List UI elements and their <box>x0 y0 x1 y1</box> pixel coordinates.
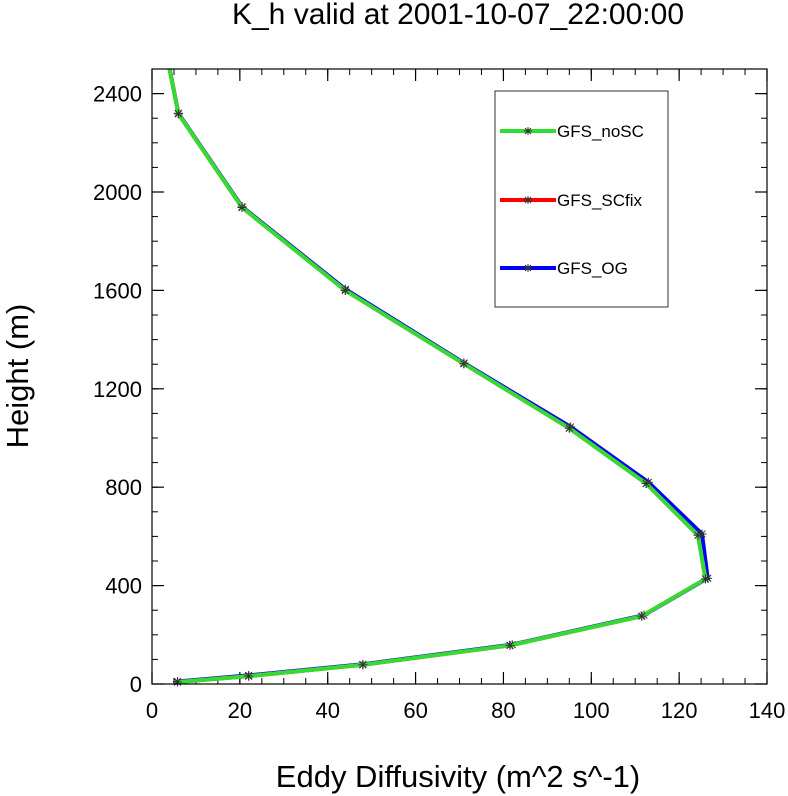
plot-frame <box>151 68 768 685</box>
x-tick-labels: 0 20 40 60 80 100 120 140 <box>146 698 785 723</box>
x-tick-label: 0 <box>146 698 158 723</box>
y-tick-label: 2000 <box>93 180 142 205</box>
data-point <box>172 677 182 687</box>
major-ticks <box>151 69 768 685</box>
legend-label-gfs-nosc: GFS_noSC <box>557 122 644 141</box>
y-tick-label: 800 <box>105 475 142 500</box>
legend-marker-gfs-nosc <box>524 127 532 135</box>
data-point <box>643 477 653 487</box>
data-point <box>459 359 469 369</box>
data-point <box>701 574 710 584</box>
x-tick-label: 60 <box>403 698 427 723</box>
y-tick-label: 0 <box>130 672 142 697</box>
legend-marker-gfs-scfix <box>524 196 532 204</box>
data-point <box>505 640 515 650</box>
x-tick-label: 20 <box>228 698 252 723</box>
data-point <box>358 660 368 670</box>
data-point <box>693 530 703 540</box>
series-line-gfs-nosc <box>167 68 708 684</box>
data-point <box>173 109 183 119</box>
y-axis-title: Height (m) <box>0 304 35 449</box>
data-point <box>641 479 651 489</box>
data-point <box>237 202 247 212</box>
legend-marker-gfs-og <box>524 264 532 272</box>
y-tick-label: 2400 <box>93 82 142 107</box>
data-point <box>703 573 713 583</box>
legend-label-gfs-og: GFS_OG <box>557 259 628 278</box>
data-point <box>697 529 707 539</box>
x-axis-title: Eddy Diffusivity (m^2 s^-1) <box>276 759 640 794</box>
x-tick-label: 80 <box>491 698 515 723</box>
x-tick-label: 140 <box>749 698 786 723</box>
x-tick-label: 120 <box>661 698 698 723</box>
legend-label-gfs-scfix: GFS_SCfix <box>557 191 643 210</box>
legend: GFS_noSC GFS_SCfix GFS_OG <box>494 90 669 308</box>
minor-ticks <box>151 68 768 685</box>
series-gfs-nosc <box>167 68 710 687</box>
data-point <box>637 611 647 621</box>
y-tick-label: 400 <box>105 574 142 599</box>
chart-title: K_h valid at 2001-10-07_22:00:00 <box>232 0 684 31</box>
y-tick-label: 1600 <box>93 278 142 303</box>
data-point <box>340 285 350 295</box>
y-tick-label: 1200 <box>93 377 142 402</box>
data-point <box>564 423 574 433</box>
x-tick-label: 100 <box>573 698 610 723</box>
data-point <box>244 671 254 681</box>
y-tick-labels: 0 400 800 1200 1600 2000 2400 <box>93 82 142 697</box>
x-tick-label: 40 <box>315 698 339 723</box>
series-layer <box>167 68 713 687</box>
